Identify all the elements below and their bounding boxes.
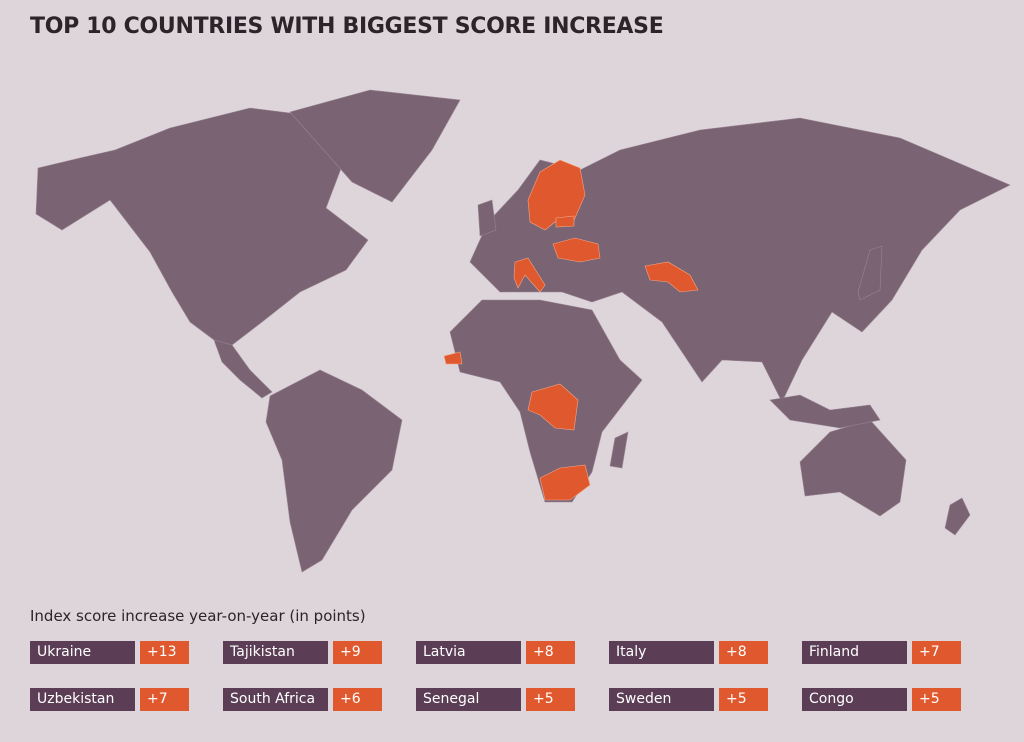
legend-item: Finland +7 — [802, 641, 961, 664]
score-increase: +5 — [719, 688, 768, 711]
country-name: Congo — [802, 688, 907, 711]
south-africa — [539, 464, 591, 501]
country-name: Ukraine — [30, 641, 135, 664]
senegal — [443, 351, 463, 365]
score-increase: +8 — [719, 641, 768, 664]
score-increase: +7 — [912, 641, 961, 664]
new-zealand — [944, 497, 971, 536]
legend-item: Tajikistan +9 — [223, 641, 382, 664]
congo — [527, 383, 579, 431]
country-name: Tajikistan — [223, 641, 328, 664]
country-name: Finland — [802, 641, 907, 664]
japan — [857, 245, 883, 301]
legend-item: Sweden +5 — [609, 688, 768, 711]
legend-item: Congo +5 — [802, 688, 961, 711]
sweden-finland — [527, 159, 586, 231]
score-increase: +13 — [140, 641, 189, 664]
country-name: Senegal — [416, 688, 521, 711]
eurasia — [469, 117, 1011, 403]
legend-item: Latvia +8 — [416, 641, 575, 664]
title: TOP 10 COUNTRIES WITH BIGGEST SCORE INCR… — [30, 14, 664, 39]
score-increase: +5 — [526, 688, 575, 711]
score-increase: +6 — [333, 688, 382, 711]
score-increase: +5 — [912, 688, 961, 711]
latvia — [555, 215, 575, 228]
country-name: Sweden — [609, 688, 714, 711]
australia — [799, 419, 907, 517]
central-america — [213, 339, 273, 399]
country-name: Italy — [609, 641, 714, 664]
legend-item: Senegal +5 — [416, 688, 575, 711]
country-name: Uzbekistan — [30, 688, 135, 711]
country-name: Latvia — [416, 641, 521, 664]
legend-item: South Africa +6 — [223, 688, 382, 711]
legend-item: Ukraine +13 — [30, 641, 189, 664]
score-increase: +8 — [526, 641, 575, 664]
country-name: South Africa — [223, 688, 328, 711]
world-map — [35, 89, 1011, 573]
italy — [513, 257, 546, 293]
legend-title: Index score increase year-on-year (in po… — [30, 607, 366, 625]
ukraine — [552, 237, 601, 263]
score-increase: +9 — [333, 641, 382, 664]
madagascar — [609, 431, 629, 469]
indonesia — [769, 394, 881, 429]
greenland — [289, 89, 461, 203]
legend-item: Uzbekistan +7 — [30, 688, 189, 711]
legend-item: Italy +8 — [609, 641, 768, 664]
north-america — [35, 107, 369, 346]
score-increase: +7 — [140, 688, 189, 711]
uzbekistan-tajikistan — [644, 261, 699, 293]
uk — [477, 199, 497, 237]
south-america — [265, 369, 403, 573]
